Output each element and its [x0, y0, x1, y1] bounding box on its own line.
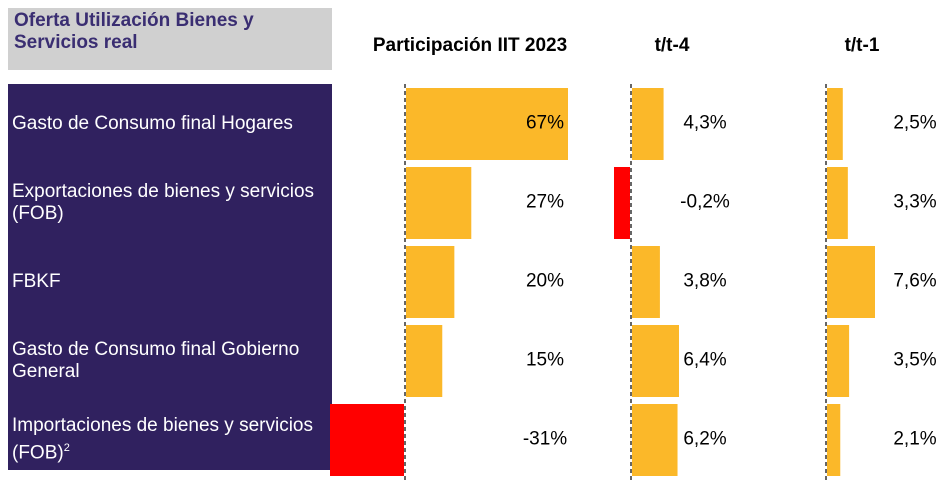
- row-label-wrap: FBKF: [12, 242, 330, 321]
- bar: [827, 88, 843, 160]
- value-label: 2,5%: [893, 113, 936, 134]
- value-label: -0,2%: [680, 192, 730, 213]
- row-label: Gasto de Consumo final Hogares: [12, 84, 330, 163]
- row-label-text: Exportaciones de bienes y servicios (FOB…: [12, 181, 330, 225]
- header-wrap: Oferta Utilización Bienes y Servicios re…: [14, 10, 254, 53]
- value-label: -31%: [523, 429, 567, 450]
- bar: [406, 167, 472, 239]
- bar: [827, 167, 848, 239]
- bar: [406, 246, 455, 318]
- row-label-text: Gasto de Consumo final Gobierno General: [12, 339, 330, 383]
- value-label: 27%: [526, 192, 564, 213]
- bar: [330, 404, 404, 476]
- row-label-text: Gasto de Consumo final Hogares: [12, 113, 293, 135]
- column-header: t/t-4: [655, 35, 690, 56]
- value-label: 3,3%: [893, 192, 936, 213]
- row-label: Gasto de Consumo final Gobierno General: [12, 321, 330, 400]
- row-label: Importaciones de bienes y servicios (FOB…: [12, 400, 330, 479]
- category: Gasto de Consumo final Gobierno General: [12, 338, 300, 382]
- bar: [632, 325, 679, 397]
- row-label-wrap: Exportaciones de bienes y servicios (FOB…: [12, 163, 330, 242]
- bar: [632, 404, 678, 476]
- row-label-text: FBKF: [12, 271, 61, 293]
- bar: [827, 325, 850, 397]
- value-label: 2,1%: [893, 429, 936, 450]
- bar: [406, 88, 568, 160]
- value-label: 20%: [526, 271, 564, 292]
- column-header: t/t-1: [845, 35, 880, 56]
- row-label-wrap: Importaciones de bienes y servicios (FOB…: [12, 400, 330, 479]
- bar: [632, 246, 660, 318]
- value-label: 3,8%: [683, 271, 726, 292]
- row-label: FBKF: [12, 242, 330, 321]
- row-label-wrap: Gasto de Consumo final Gobierno General: [12, 321, 330, 400]
- value-label: 3,5%: [893, 350, 936, 371]
- bar: [614, 167, 630, 239]
- category: FBKF: [12, 270, 61, 292]
- value-label: 15%: [526, 350, 564, 371]
- bar: [827, 404, 841, 476]
- column-header: Participación IIT 2023: [373, 35, 567, 56]
- category: Gasto de Consumo final Hogares: [12, 112, 293, 134]
- bar: [827, 246, 875, 318]
- header: Oferta Utilización Bienes y Servicios re…: [14, 10, 254, 53]
- footnote-mark: 2: [63, 441, 70, 454]
- bar: [632, 88, 664, 160]
- row-label-text: Importaciones de bienes y servicios (FOB…: [12, 415, 330, 464]
- category: Exportaciones de bienes y servicios (FOB…: [12, 180, 315, 224]
- header-box: [8, 8, 332, 70]
- row-label-wrap: Gasto de Consumo final Hogares: [12, 84, 330, 163]
- value-label: 6,4%: [683, 350, 726, 371]
- category: Importaciones de bienes y servicios (FOB…: [12, 414, 313, 464]
- value-label: 67%: [526, 113, 564, 134]
- value-label: 7,6%: [893, 271, 936, 292]
- bar: [406, 325, 443, 397]
- row-label: Exportaciones de bienes y servicios (FOB…: [12, 163, 330, 242]
- value-label: 4,3%: [683, 113, 726, 134]
- label-column: [8, 84, 332, 470]
- value-label: 6,2%: [683, 429, 726, 450]
